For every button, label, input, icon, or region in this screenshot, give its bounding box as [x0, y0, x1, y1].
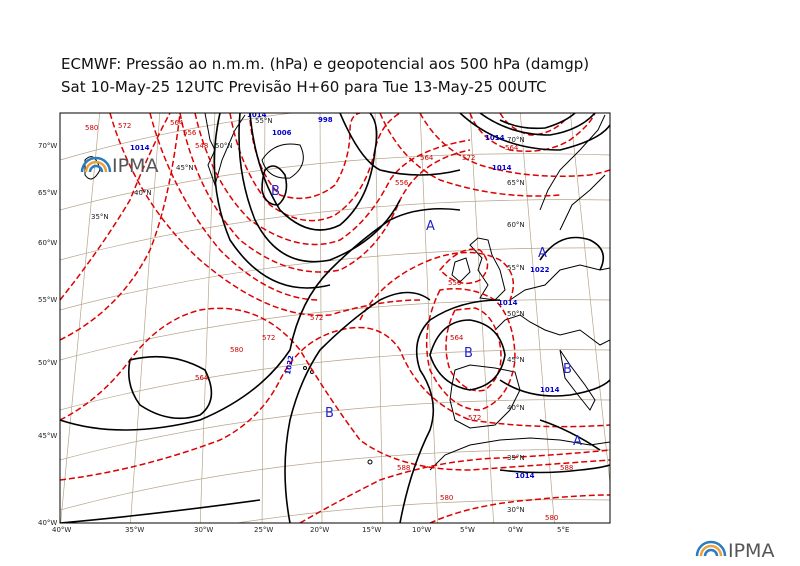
svg-text:20°W: 20°W [310, 526, 329, 534]
svg-text:40°N: 40°N [134, 189, 152, 197]
forecast-subtitle: Sat 10-May-25 12UTC Previsão H+60 para T… [61, 78, 547, 96]
svg-text:580: 580 [440, 494, 453, 502]
svg-text:580: 580 [85, 124, 98, 132]
svg-text:556: 556 [183, 129, 197, 137]
svg-text:588: 588 [397, 464, 410, 472]
svg-text:45°W: 45°W [38, 432, 57, 440]
svg-text:70°N: 70°N [507, 136, 525, 144]
svg-text:40°W: 40°W [38, 519, 57, 527]
svg-text:572: 572 [118, 122, 131, 130]
svg-text:30°N: 30°N [507, 506, 525, 514]
svg-text:572: 572 [262, 334, 275, 342]
svg-text:30°W: 30°W [194, 526, 213, 534]
coastlines [84, 113, 610, 471]
svg-text:65°W: 65°W [38, 189, 57, 197]
svg-text:45°N: 45°N [176, 164, 194, 172]
svg-text:588: 588 [560, 464, 573, 472]
svg-text:1014: 1014 [130, 144, 150, 152]
svg-text:1014: 1014 [498, 299, 518, 307]
left-axis-labels: 70°W 65°W 60°W 55°W 50°W 45°W 40°W [38, 142, 57, 527]
svg-text:580: 580 [230, 346, 243, 354]
pressure-centers: A A A B B B B [271, 184, 582, 449]
svg-text:0°W: 0°W [508, 526, 523, 534]
svg-text:55°N: 55°N [255, 117, 273, 125]
high-center: A [426, 219, 435, 234]
svg-text:572: 572 [462, 154, 475, 162]
svg-text:556: 556 [448, 279, 462, 287]
svg-text:55°N: 55°N [507, 264, 525, 272]
svg-text:564: 564 [505, 144, 519, 152]
svg-text:556: 556 [395, 179, 409, 187]
svg-text:60°N: 60°N [507, 221, 525, 229]
svg-text:10°W: 10°W [412, 526, 431, 534]
svg-text:564: 564 [450, 334, 464, 342]
svg-text:5°E: 5°E [557, 526, 569, 534]
low-center: B [271, 184, 280, 199]
isobars [60, 113, 610, 523]
svg-text:1014: 1014 [540, 386, 560, 394]
svg-text:50°W: 50°W [38, 359, 57, 367]
low-center: B [563, 362, 572, 377]
svg-text:572: 572 [310, 314, 323, 322]
map-border [59, 112, 611, 524]
svg-text:35°N: 35°N [507, 454, 525, 462]
svg-text:564: 564 [170, 119, 184, 127]
geopotential-labels: 580 572 564 556 548 564 572 580 588 572 … [85, 119, 573, 522]
svg-text:IPMA: IPMA [728, 540, 774, 562]
svg-text:50°N: 50°N [215, 142, 233, 150]
svg-text:70°W: 70°W [38, 142, 57, 150]
svg-text:572: 572 [468, 414, 481, 422]
svg-text:1022: 1022 [284, 355, 295, 376]
svg-text:1014: 1014 [247, 111, 267, 119]
svg-text:998: 998 [318, 116, 333, 124]
low-center: B [464, 346, 473, 361]
svg-text:25°W: 25°W [254, 526, 273, 534]
high-center: A [573, 434, 582, 449]
graticule [60, 113, 610, 523]
svg-text:40°W: 40°W [52, 526, 71, 534]
svg-text:5°W: 5°W [460, 526, 475, 534]
svg-text:548: 548 [195, 142, 208, 150]
svg-text:1014: 1014 [515, 472, 535, 480]
high-center: A [538, 246, 547, 261]
svg-text:35°W: 35°W [125, 526, 144, 534]
svg-text:55°W: 55°W [38, 296, 57, 304]
svg-text:564: 564 [195, 374, 209, 382]
inner-lat-labels: 55°N 50°N 45°N 40°N 35°N 70°N 65°N 60°N … [91, 117, 525, 514]
ipma-logo-inset: IPMA [80, 155, 158, 177]
svg-text:65°N: 65°N [507, 179, 525, 187]
svg-text:15°W: 15°W [362, 526, 381, 534]
svg-text:60°W: 60°W [38, 239, 57, 247]
svg-text:1006: 1006 [272, 129, 292, 137]
svg-text:45°N: 45°N [507, 356, 525, 364]
map-frame [60, 113, 610, 523]
svg-text:1014: 1014 [492, 164, 512, 172]
svg-text:40°N: 40°N [507, 404, 525, 412]
isobar-labels: 1022 1014 1014 1022 1014 1014 1014 998 1… [130, 111, 560, 480]
svg-text:1014: 1014 [485, 134, 505, 142]
svg-text:50°N: 50°N [507, 310, 525, 318]
svg-text:IPMA: IPMA [112, 155, 158, 177]
map-title: ECMWF: Pressão ao n.m.m. (hPa) e geopote… [61, 55, 590, 73]
svg-text:580: 580 [545, 514, 558, 522]
bottom-axis-labels: 40°W 35°W 30°W 25°W 20°W 15°W 10°W 5°W 0… [52, 526, 569, 534]
ipma-logo: IPMA [695, 540, 774, 562]
svg-text:1022: 1022 [530, 266, 550, 274]
svg-text:35°N: 35°N [91, 213, 109, 221]
svg-text:564: 564 [420, 154, 434, 162]
low-center: B [325, 406, 334, 421]
